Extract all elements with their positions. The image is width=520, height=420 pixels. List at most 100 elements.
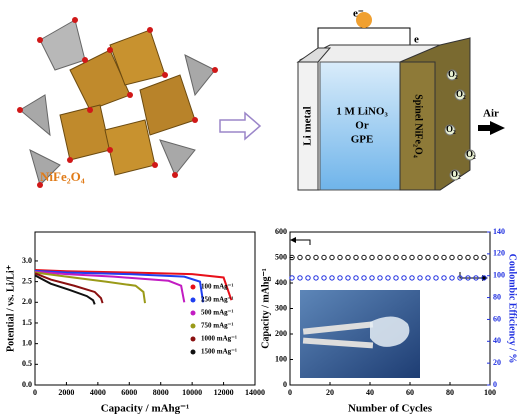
axis-pointer <box>296 239 311 245</box>
y-tick-label: 400 <box>275 278 287 287</box>
legend-label: 1000 mAg⁻¹ <box>201 335 237 343</box>
y-tick-label: 0.5 <box>22 359 32 368</box>
point <box>385 275 391 281</box>
y2-tick-label: 40 <box>493 336 501 345</box>
point <box>321 254 327 261</box>
plot-frame <box>34 231 256 386</box>
y2-tick-label: 60 <box>493 314 501 323</box>
y-tick-label: 3.0 <box>22 256 32 265</box>
y-tick-label: 500 <box>275 252 287 261</box>
point <box>417 275 423 281</box>
x-axis-label: Capacity / mAhg⁻¹ <box>101 403 190 415</box>
point <box>329 254 335 261</box>
legend-marker <box>190 297 196 303</box>
point <box>401 275 407 281</box>
point <box>345 254 351 261</box>
point <box>465 275 471 281</box>
point <box>321 275 327 281</box>
x-tick-label: 20 <box>326 388 334 397</box>
electrolyte-label: Or <box>355 120 369 132</box>
y-tick-label: 1.0 <box>22 338 32 347</box>
point <box>401 254 407 261</box>
y-tick-label: 2.5 <box>22 276 32 285</box>
point <box>425 275 431 281</box>
y-tick-label: 2.0 <box>22 297 32 306</box>
legend-marker <box>190 336 196 342</box>
line <box>34 269 233 301</box>
x-tick-label: 0 <box>33 388 37 397</box>
point <box>473 254 479 261</box>
inset-photo <box>300 290 420 378</box>
x-tick-label: 2000 <box>58 388 74 397</box>
point <box>313 275 319 281</box>
electron-label: e <box>414 34 419 46</box>
x-tick-label: 4000 <box>90 388 106 397</box>
point <box>457 275 463 281</box>
line <box>34 269 205 303</box>
y-tick-label: 200 <box>275 329 287 338</box>
line <box>34 272 104 304</box>
point <box>425 254 431 261</box>
legend-label: 1500 mAg⁻¹ <box>201 348 237 356</box>
point <box>433 254 439 261</box>
point <box>353 254 359 261</box>
bubble-label: O₂ <box>451 169 461 179</box>
crystal-structure <box>17 17 218 188</box>
point <box>457 254 463 261</box>
point <box>345 275 351 281</box>
point <box>297 275 303 281</box>
point <box>393 275 399 281</box>
y2-tick-label: 20 <box>493 358 501 367</box>
point <box>297 254 303 261</box>
y-tick-label: 1.5 <box>22 318 32 327</box>
y2-axis-label: Coulombic Efficiency / % <box>507 254 518 364</box>
point <box>289 254 295 261</box>
point <box>465 254 471 261</box>
point <box>441 275 447 281</box>
point <box>305 254 311 261</box>
point <box>449 254 455 261</box>
cathode-label: Spinel NiFe₂O₄ <box>413 94 424 158</box>
point <box>369 275 375 281</box>
electrolyte-label: 1 M LiNO₃ <box>336 106 388 118</box>
point <box>337 275 343 281</box>
x-tick-label: 12000 <box>214 388 234 397</box>
point <box>361 254 367 261</box>
point <box>337 254 343 261</box>
point <box>417 254 423 261</box>
point <box>385 254 391 261</box>
point <box>377 275 383 281</box>
y-tick-label: 600 <box>275 227 287 236</box>
y-axis-label: Capacity / mAhg⁻¹ <box>260 268 271 349</box>
legend-label: 500 mAg⁻¹ <box>201 309 233 317</box>
line <box>34 270 186 303</box>
y-axis-label: Potential / vs. Li/Li⁺ <box>5 265 16 352</box>
point <box>409 254 415 261</box>
legend-label: 250 mAg⁻¹ <box>201 296 233 304</box>
point <box>481 254 487 261</box>
y-tick-label: 0 <box>283 380 287 389</box>
point <box>353 275 359 281</box>
x-tick-label: 8000 <box>153 388 169 397</box>
x-tick-label: 40 <box>366 388 374 397</box>
point <box>329 275 335 281</box>
legend-marker <box>190 349 196 355</box>
x-tick-label: 60 <box>406 388 414 397</box>
bubble-label: O₂ <box>466 149 476 159</box>
x-tick-label: 0 <box>288 388 292 397</box>
point <box>393 254 399 261</box>
x-tick-label: 6000 <box>121 388 137 397</box>
point <box>441 254 447 261</box>
y2-tick-label: 80 <box>493 292 501 301</box>
legend-marker <box>190 284 196 290</box>
y2-tick-label: 140 <box>493 227 505 236</box>
legend-marker <box>190 310 196 316</box>
x-tick-label: 10000 <box>182 388 202 397</box>
point <box>481 275 487 281</box>
compound-label: NiFe₂O₄ <box>40 169 85 184</box>
point <box>361 275 367 281</box>
electron-label: e⁻ <box>353 8 364 20</box>
x-tick-label: 14000 <box>245 388 265 397</box>
